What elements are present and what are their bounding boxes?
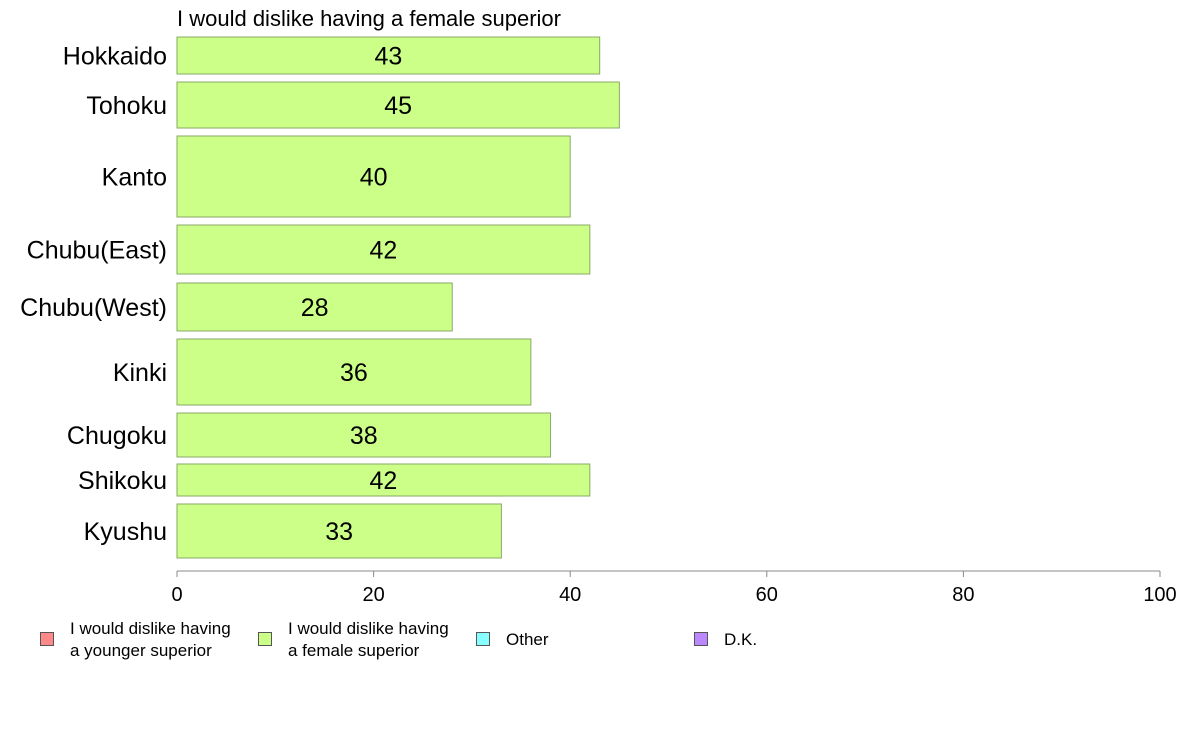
legend-item-female-superior: I would dislike having a female superior: [258, 618, 449, 662]
bar-chubu-east: [176, 224, 591, 275]
legend-item-dk: D.K.: [694, 618, 757, 651]
legend: I would dislike having a younger superio…: [0, 618, 1188, 678]
bars-layer: Hokkaido 43 Tohoku 45 Kanto 40 Chubu(East) 42 Ch…: [20, 36, 620, 559]
bar-chubu-west: [176, 282, 453, 332]
category-label: Tohoku: [86, 92, 167, 120]
x-tick-label: 40: [559, 584, 581, 606]
legend-item-younger-superior: I would dislike having a younger superio…: [40, 618, 231, 662]
x-tick-label: 60: [756, 584, 778, 606]
bar-hokkaido: [176, 36, 601, 75]
category-label: Hokkaido: [63, 43, 167, 71]
data-label: 36: [340, 359, 368, 387]
category-label: Shikoku: [78, 467, 167, 495]
category-label: Kanto: [102, 164, 167, 192]
legend-item-other: Other: [476, 618, 549, 651]
data-label: 45: [384, 92, 412, 120]
category-label: Kyushu: [84, 518, 167, 546]
legend-label: I would dislike having a younger superio…: [70, 619, 231, 660]
x-tick-label: 0: [171, 584, 182, 606]
data-label: 42: [370, 467, 398, 495]
bar-kinki: [176, 338, 532, 406]
legend-label: Other: [506, 630, 549, 649]
chart-title: I would dislike having a female superior: [177, 6, 561, 31]
data-label: 38: [350, 422, 378, 450]
x-axis: 0 20 40 60 80 100: [171, 570, 1177, 606]
legend-swatch: [476, 632, 490, 646]
legend-swatch: [258, 632, 272, 646]
legend-swatch: [40, 632, 54, 646]
data-label: 33: [325, 518, 353, 546]
legend-swatch: [694, 632, 708, 646]
data-label: 43: [374, 43, 402, 71]
bar-tohoku: [176, 81, 620, 129]
bar-shikoku: [176, 463, 591, 497]
bar-kanto: [176, 135, 571, 218]
category-label: Chubu(West): [20, 294, 167, 322]
x-tick-label: 80: [952, 584, 974, 606]
category-label: Kinki: [113, 359, 167, 387]
legend-label: D.K.: [724, 630, 758, 649]
x-tick-label: 100: [1143, 584, 1176, 606]
bar-kyushu: [176, 503, 502, 559]
category-label: Chugoku: [67, 422, 167, 450]
data-label: 42: [370, 237, 398, 265]
data-label: 40: [360, 164, 388, 192]
legend-label: I would dislike having a female superior: [288, 619, 449, 660]
bar-chugoku: [176, 412, 552, 458]
data-label: 28: [301, 294, 329, 322]
x-tick-label: 20: [362, 584, 384, 606]
category-label: Chubu(East): [27, 237, 167, 265]
